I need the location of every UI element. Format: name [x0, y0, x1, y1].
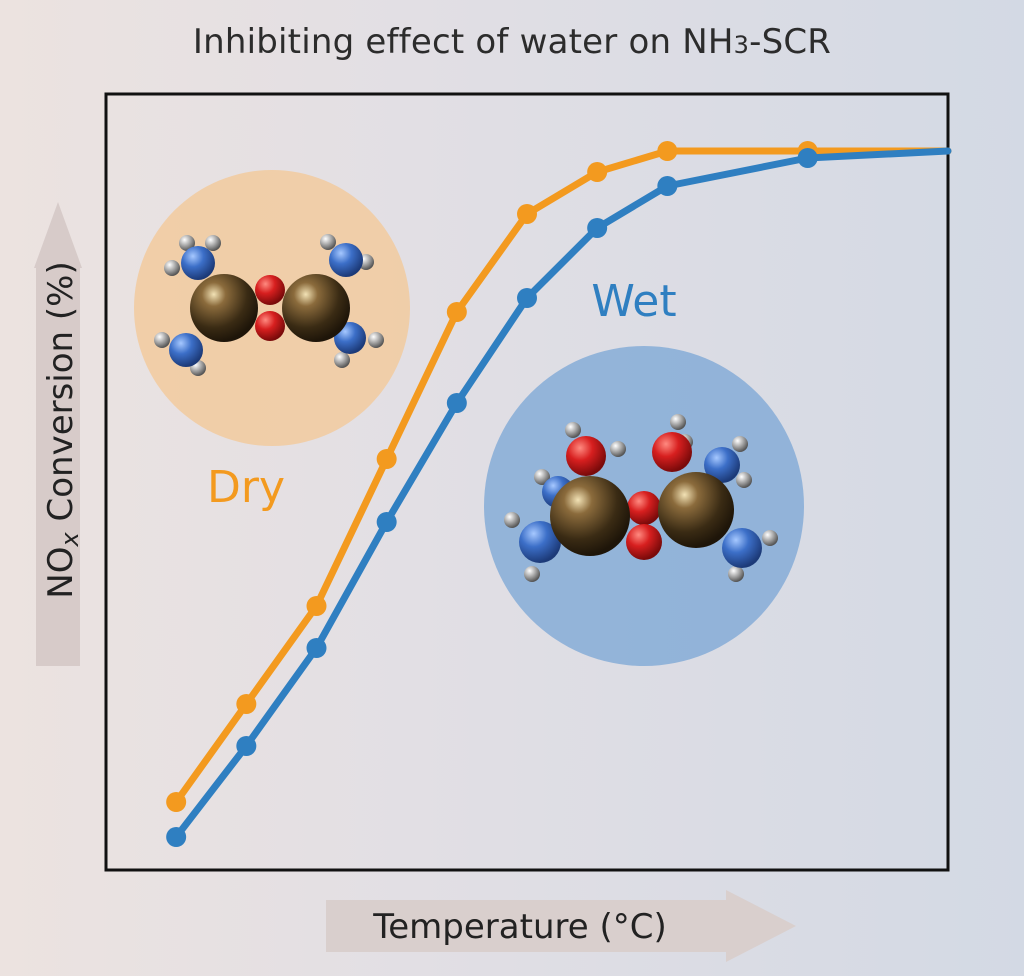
chart-title-text: Inhibiting effect of water on NH3-SCR — [192, 22, 832, 62]
data-point-wet-3 — [376, 512, 397, 532]
data-point-wet-7 — [657, 176, 678, 196]
series-line-dry — [172, 147, 952, 806]
plot-frame — [104, 92, 950, 872]
data-point-wet-5 — [517, 288, 537, 308]
wet-molecule-image — [484, 346, 804, 666]
series-wet — [166, 147, 952, 847]
data-point-dry-1 — [236, 694, 257, 714]
y-axis-arrow — [34, 202, 82, 666]
data-point-wet-1 — [236, 736, 257, 756]
data-point-dry-0 — [166, 792, 187, 812]
x-axis-label: Temperature (°C) — [372, 907, 666, 947]
dry-series-label: Dry — [207, 462, 285, 513]
data-point-wet-8 — [797, 148, 818, 168]
data-point-wet-4 — [446, 393, 467, 413]
data-point-dry-5 — [517, 204, 537, 224]
data-point-dry-4 — [446, 302, 467, 322]
data-point-dry-3 — [376, 449, 397, 469]
series-layer — [166, 141, 952, 847]
series-line-wet — [172, 147, 952, 841]
y-axis-label: NOx Conversion (%) — [41, 261, 84, 598]
wet-series-label: Wet — [591, 276, 676, 327]
data-point-dry-7 — [657, 141, 678, 161]
data-point-wet-0 — [166, 827, 187, 847]
data-point-wet-6 — [587, 218, 608, 238]
data-point-dry-6 — [587, 162, 608, 182]
chart-title: Inhibiting effect of water on NH3-SCR — [0, 22, 1024, 62]
dry-molecule-image — [134, 170, 410, 446]
x-axis-arrow — [326, 890, 796, 962]
data-point-wet-2 — [306, 638, 327, 658]
data-point-dry-2 — [306, 596, 327, 616]
